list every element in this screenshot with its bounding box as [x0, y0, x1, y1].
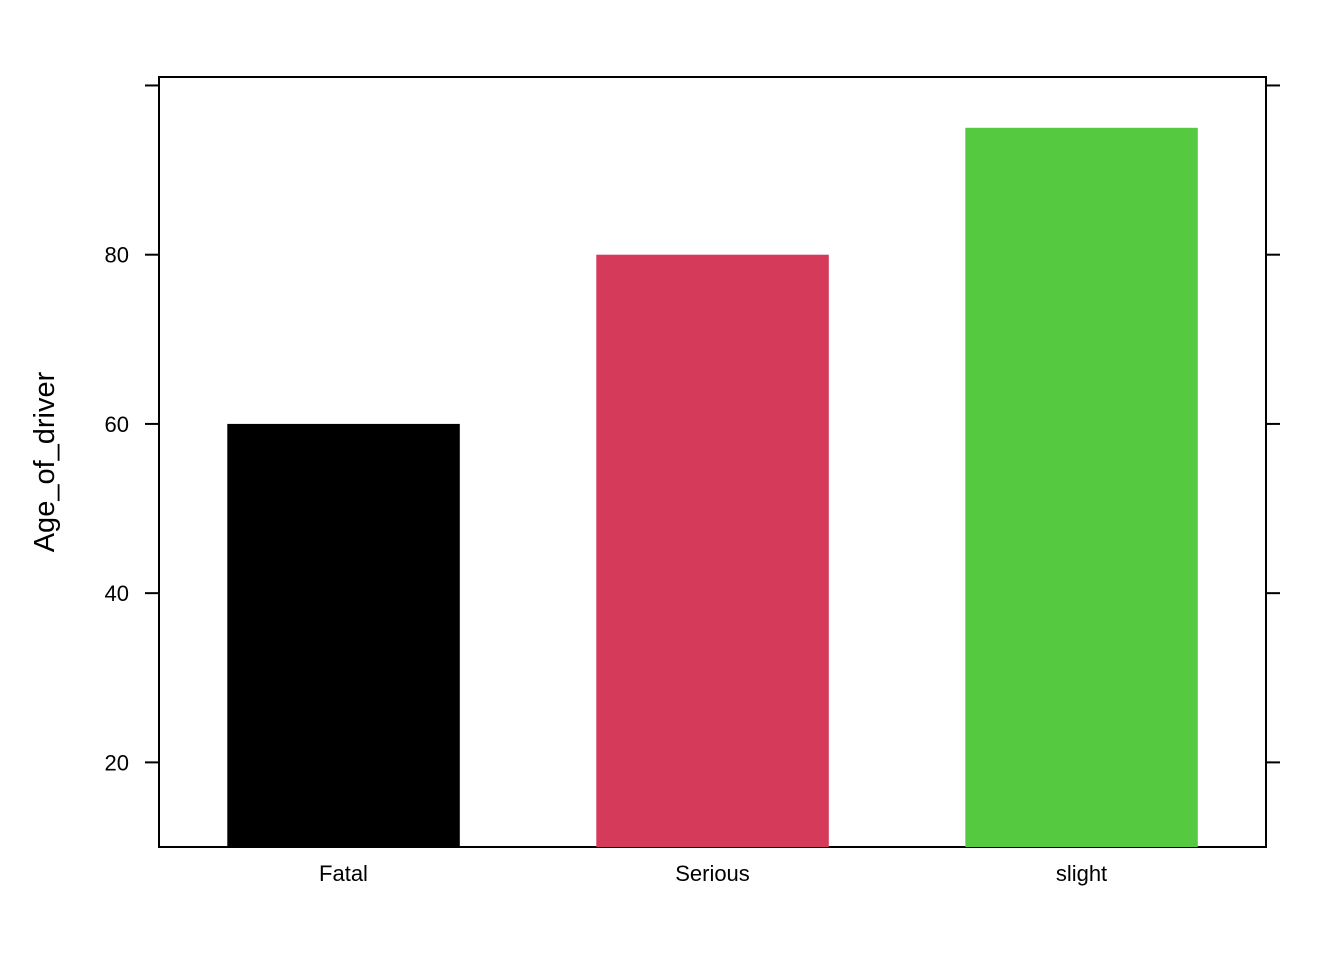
y-tick-label: 80: [105, 243, 129, 268]
x-tick-label: Fatal: [319, 861, 368, 886]
y-tick-label: 20: [105, 750, 129, 775]
x-tick-label: Serious: [675, 861, 750, 886]
x-axis-labels: Fatal Serious slight: [319, 861, 1107, 886]
x-tick-label: slight: [1056, 861, 1107, 886]
left-y-axis: 20 40 60 80: [105, 84, 159, 775]
bar-slight: [965, 127, 1198, 848]
right-y-axis: [1266, 84, 1280, 764]
bar-serious: [596, 254, 829, 847]
bars: [227, 127, 1198, 848]
y-tick-label: 60: [105, 412, 129, 437]
y-axis-title: Age_of_driver: [29, 371, 61, 552]
bar-fatal: [227, 423, 460, 847]
y-tick-label: 40: [105, 581, 129, 606]
